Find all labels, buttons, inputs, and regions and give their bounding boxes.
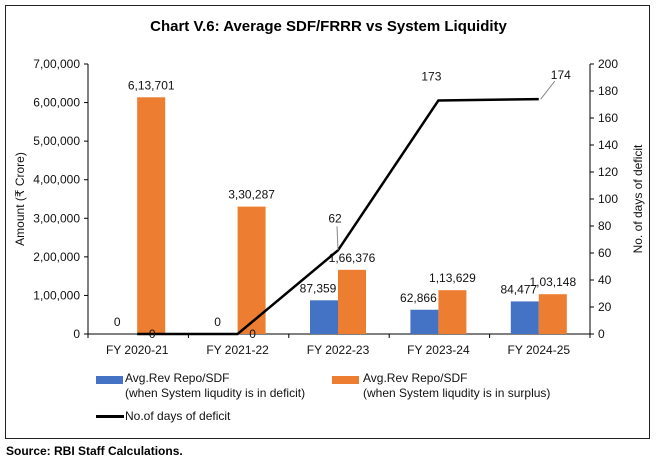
bar-surplus [338, 269, 366, 334]
bar-deficit [410, 309, 439, 334]
bar-deficit-label: 84,477 [500, 282, 537, 296]
legend-deficit-label: Avg.Rev Repo/SDF [125, 371, 230, 385]
x-tick-label: FY 2022-23 [307, 343, 370, 357]
y2-tick-label: 120 [598, 165, 618, 179]
y2-axis-title: No. of days of deficit [631, 144, 645, 253]
y-axis-title: Amount (₹ Crore) [13, 152, 27, 246]
line-label-leader [540, 80, 556, 100]
legend-surplus-label: Avg.Rev Repo/SDF [363, 371, 468, 385]
y2-tick-label: 20 [598, 300, 612, 314]
legend-surplus-sublabel: (when System liqudity is in surplus) [363, 386, 551, 400]
y-tick-label: 6,00,000 [33, 96, 80, 110]
bar-surplus [538, 294, 567, 334]
bar-deficit [510, 301, 539, 334]
legend-deficit-sublabel: (when System liqudity is in deficit) [125, 386, 306, 400]
line-data-label: 173 [421, 69, 441, 83]
line-data-label: 0 [149, 327, 156, 341]
bar-surplus-label: 1,13,629 [429, 271, 476, 285]
y-tick-label: 1,00,000 [33, 288, 80, 302]
bar-deficit-label: 0 [114, 315, 121, 329]
legend-swatch-surplus [332, 376, 359, 384]
y2-tick-label: 100 [598, 192, 618, 206]
bar-surplus-label: 1,03,148 [529, 275, 576, 289]
line-data-label: 174 [551, 68, 571, 82]
y2-tick-label: 80 [598, 219, 612, 233]
y2-tick-label: 160 [598, 111, 618, 125]
bar-surplus [137, 97, 166, 334]
legend-days-label: No.of days of deficit [125, 409, 231, 423]
y-tick-label: 0 [73, 327, 80, 341]
y2-tick-label: 180 [598, 84, 618, 98]
legend-surplus: Avg.Rev Repo/SDF (when System liqudity i… [363, 371, 550, 401]
x-tick-label: FY 2021-22 [206, 343, 269, 357]
y2-tick-label: 0 [598, 327, 605, 341]
bar-deficit-label: 87,359 [300, 281, 337, 295]
bar-deficit-label: 0 [214, 315, 221, 329]
y2-tick-label: 40 [598, 273, 612, 287]
x-tick-label: FY 2024-25 [508, 343, 571, 357]
bar-surplus-label: 6,13,701 [128, 78, 175, 92]
y2-tick-label: 140 [598, 138, 618, 152]
y-tick-label: 7,00,000 [33, 57, 80, 71]
bar-surplus-label: 3,30,287 [228, 188, 275, 202]
legend-swatch-deficit [96, 376, 123, 384]
x-tick-label: FY 2023-24 [407, 343, 470, 357]
y-tick-label: 5,00,000 [33, 134, 80, 148]
source-note: Source: RBI Staff Calculations. [6, 444, 183, 458]
y-tick-label: 4,00,000 [33, 173, 80, 187]
y2-tick-label: 200 [598, 57, 618, 71]
chart-title: Chart V.6: Average SDF/FRRR vs System Li… [150, 18, 507, 35]
line-data-label: 62 [328, 211, 342, 225]
line-data-label: 0 [249, 327, 256, 341]
legend-swatch-days [96, 415, 124, 418]
y-tick-label: 2,00,000 [33, 250, 80, 264]
y-tick-label: 3,00,000 [33, 211, 80, 225]
legend-deficit: Avg.Rev Repo/SDF (when System liqudity i… [125, 371, 305, 401]
y2-tick-label: 60 [598, 246, 612, 260]
bar-deficit-label: 62,866 [400, 291, 437, 305]
chart-frame [5, 5, 650, 439]
x-tick-label: FY 2020-21 [106, 343, 169, 357]
bar-deficit [310, 300, 338, 334]
bar-surplus [237, 206, 266, 334]
bar-surplus-label: 1,66,376 [329, 251, 376, 265]
line-label-leader [336, 226, 339, 251]
bar-surplus [438, 290, 467, 334]
